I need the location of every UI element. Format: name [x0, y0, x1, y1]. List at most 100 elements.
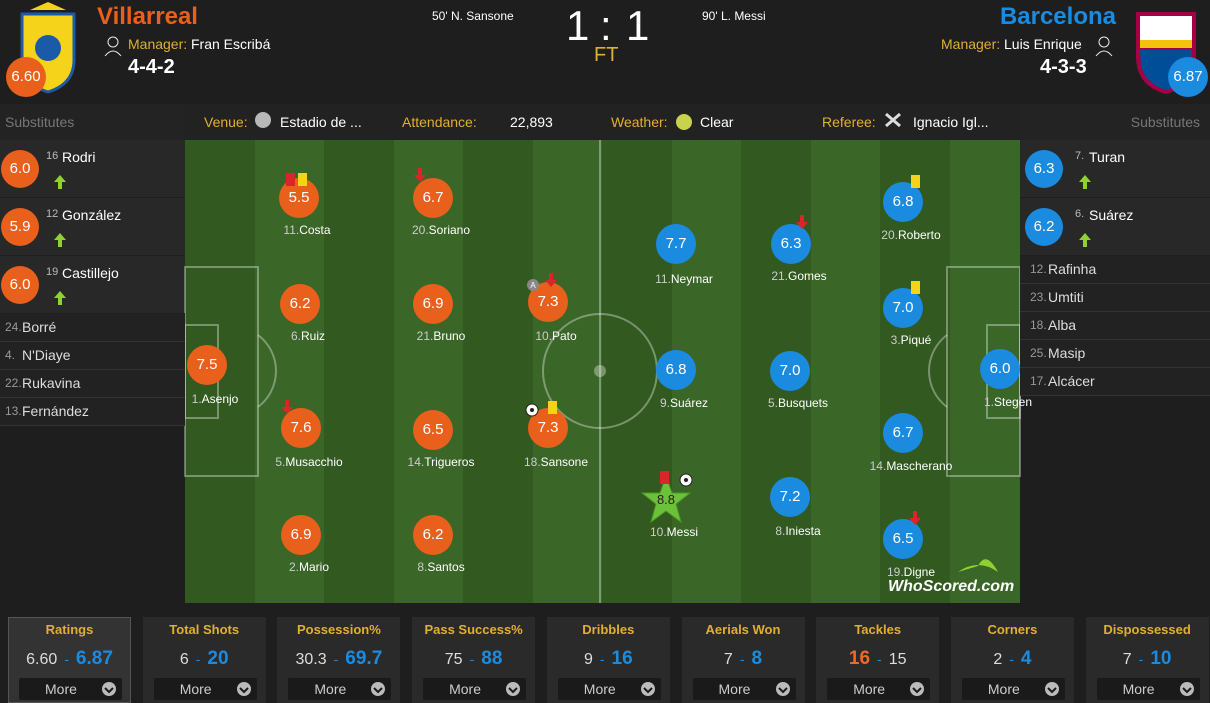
info-label: Referee:	[822, 114, 876, 130]
stat-label: Pass Success%	[424, 622, 523, 637]
stat-away: 4	[1020, 648, 1032, 669]
stat-values: 75-88	[413, 648, 534, 670]
home-formation: 4-4-2	[128, 56, 175, 78]
arrow-icon	[54, 233, 66, 247]
player-rating: 7.5	[187, 345, 227, 385]
player-rating: 6.3	[771, 224, 811, 264]
stat-values: 7-10	[1087, 648, 1208, 670]
player-number: 14.	[869, 459, 887, 473]
sub-name: González	[62, 207, 122, 223]
more-button[interactable]: More	[692, 678, 796, 700]
player-name: Busquets	[777, 396, 829, 410]
icon-graphic	[525, 403, 539, 417]
icon-graphic	[796, 215, 808, 229]
icon-graphic	[679, 473, 693, 487]
player-name: Soriano	[428, 223, 471, 237]
stat-away: 88	[481, 648, 503, 669]
stat-home: 7	[1122, 651, 1132, 668]
player-name: Mario	[299, 560, 330, 574]
watermark: WhoScored.com	[888, 578, 1015, 595]
stat-separator: -	[333, 651, 339, 667]
sub-name: Fernández	[22, 403, 89, 419]
player-number: 14.	[407, 455, 425, 469]
icon-graphic	[911, 175, 920, 188]
sub-name: Umtiti	[1048, 289, 1084, 305]
stat-home: 30.3	[295, 651, 327, 668]
stat-separator: -	[1138, 651, 1144, 667]
more-button[interactable]: More	[19, 678, 122, 700]
sub-number: 4.	[5, 348, 16, 362]
sub-on-arrow	[1079, 233, 1091, 247]
more-button[interactable]: More	[288, 678, 392, 700]
sub-number: 23.	[1030, 290, 1047, 304]
sub-rating: 6.2	[1025, 208, 1063, 246]
sub-number: 19	[46, 266, 59, 278]
sub-on-arrow	[54, 233, 66, 247]
info-value: 22,893	[510, 114, 553, 130]
sub-row	[1020, 312, 1210, 340]
sub-row	[1020, 284, 1210, 312]
stat-home: 75	[444, 651, 463, 668]
player-name: Ruiz	[301, 329, 326, 343]
stat-label: Dispossessed	[1103, 622, 1191, 637]
sub-name: Alcácer	[1048, 373, 1095, 389]
ball-icon	[525, 402, 539, 418]
player-label: 3.Piqué	[831, 333, 991, 347]
more-button[interactable]: More	[961, 678, 1065, 700]
player-number: 21.	[416, 329, 434, 343]
sub-name: Castillejo	[62, 265, 119, 281]
sub-number: 6.	[1075, 208, 1085, 220]
more-button[interactable]: More	[423, 678, 527, 700]
sub-rating: 5.9	[1, 208, 39, 246]
more-button[interactable]: More	[827, 678, 931, 700]
stat-away: 6.87	[75, 648, 113, 669]
more-icon	[640, 681, 656, 697]
sub-name: Borré	[22, 319, 57, 335]
stat-separator: -	[877, 651, 882, 667]
yellow-icon	[296, 172, 310, 188]
stat-home: 6.60	[26, 651, 58, 668]
player-label: 21.Bruno	[361, 329, 521, 343]
more-label: More	[853, 681, 886, 697]
player-rating: 6.5	[413, 410, 453, 450]
sub-name: Rodri	[62, 149, 96, 165]
stat-away: 15	[888, 651, 907, 668]
player-number: 10.	[649, 525, 667, 539]
player-number: 18.	[523, 455, 541, 469]
player-name: Neymar	[670, 272, 713, 286]
more-button[interactable]: More	[1096, 678, 1200, 700]
more-label: More	[45, 681, 77, 697]
more-button[interactable]: More	[153, 678, 257, 700]
sub-number: 17.	[1030, 374, 1047, 388]
sub-row	[1020, 198, 1210, 256]
arrow-icon	[1079, 233, 1091, 247]
player-label: 10.Messi	[594, 525, 754, 539]
player-name: Piqué	[900, 333, 932, 347]
yellow-icon	[909, 280, 923, 296]
away-score: 1	[626, 2, 650, 49]
sub-row	[1020, 368, 1210, 396]
player-number: 8.	[775, 524, 786, 538]
more-button[interactable]: More	[557, 678, 661, 700]
home-goal: 50' N. Sansone	[432, 9, 514, 23]
sub-rating: 6.3	[1025, 150, 1063, 188]
sub-on-arrow	[1079, 175, 1091, 189]
stat-home: 6	[179, 651, 189, 668]
player-rating: 6.2	[413, 515, 453, 555]
stat-box: Dribbles 9-16 More	[546, 617, 670, 703]
player-number: 3.	[890, 333, 901, 347]
player-rating: 6.0	[980, 349, 1020, 389]
player-rating: 6.9	[281, 515, 321, 555]
player-rating: 6.7	[413, 178, 453, 218]
icon-graphic	[911, 281, 920, 294]
stat-separator: -	[739, 651, 745, 667]
player-name: Santos	[427, 560, 465, 574]
stat-values: 7-8	[683, 648, 804, 670]
player-label: 1.Asenjo	[135, 392, 295, 406]
player-rating: 7.0	[883, 288, 923, 328]
player-label: 14.Trigueros	[361, 455, 521, 469]
arrow-icon	[908, 511, 922, 527]
home-rating: 6.60	[6, 57, 46, 97]
player-number: 20.	[881, 228, 898, 242]
down-icon	[910, 682, 925, 696]
